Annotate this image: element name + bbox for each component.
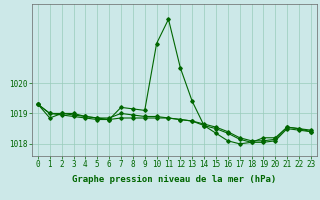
X-axis label: Graphe pression niveau de la mer (hPa): Graphe pression niveau de la mer (hPa) [72,175,276,184]
